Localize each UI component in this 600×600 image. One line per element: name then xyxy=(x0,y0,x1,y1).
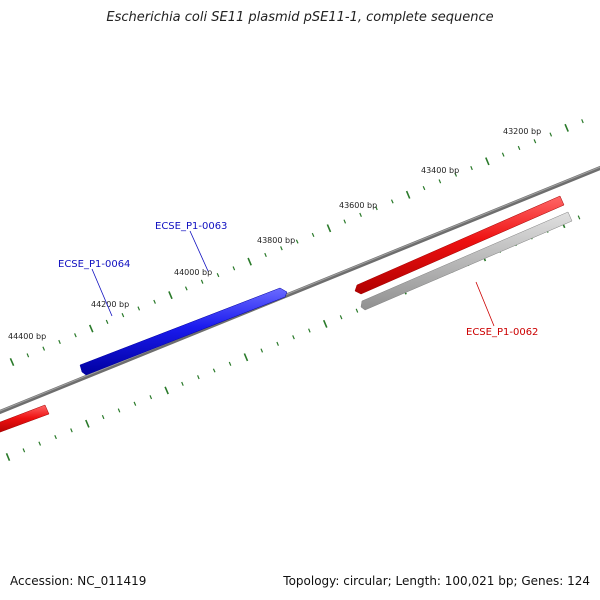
outer-minor-tick xyxy=(375,206,378,211)
inner-minor-tick xyxy=(70,428,73,433)
inner-minor-tick xyxy=(292,335,295,340)
outer-minor-tick xyxy=(42,346,46,351)
inner-minor-tick xyxy=(276,341,279,346)
inner-major-tick xyxy=(243,353,249,362)
gene-label-0062: ECSE_P1-0062 xyxy=(466,327,538,338)
outer-minor-tick xyxy=(422,185,426,191)
outer-minor-tick xyxy=(438,179,442,184)
outer-major-tick xyxy=(564,123,569,132)
inner-minor-tick xyxy=(577,215,581,220)
tick-label-44000: 44000 bp xyxy=(174,268,212,277)
outer-minor-tick xyxy=(216,272,220,278)
plasmid-backbone-highlight xyxy=(0,166,600,412)
outer-major-tick xyxy=(9,357,15,367)
outer-minor-tick xyxy=(74,333,77,338)
tick-label-43200: 43200 bp xyxy=(503,127,541,136)
tick-label-43800: 43800 bp xyxy=(257,236,295,245)
leader-line-0063 xyxy=(189,230,209,272)
leader-line-0064 xyxy=(91,268,113,317)
plasmid-backbone xyxy=(0,165,600,415)
outer-minor-tick xyxy=(454,172,458,177)
inner-minor-tick xyxy=(117,408,121,413)
outer-minor-tick xyxy=(58,339,61,345)
inner-minor-tick xyxy=(355,308,359,313)
gene-ECSE_P1-0062[interactable] xyxy=(354,195,573,311)
outer-minor-tick xyxy=(105,319,109,324)
inner-major-tick xyxy=(322,319,328,328)
outer-minor-tick xyxy=(533,139,537,144)
outer-minor-tick xyxy=(311,232,315,237)
tick-label-44400: 44400 bp xyxy=(8,332,46,341)
outer-minor-tick xyxy=(280,246,283,251)
outer-major-tick xyxy=(485,157,490,166)
outer-minor-tick xyxy=(549,132,553,137)
outer-minor-tick xyxy=(501,152,505,157)
outer-minor-tick xyxy=(153,299,156,304)
outer-minor-tick xyxy=(232,266,236,271)
accession-text: Accession: NC_011419 xyxy=(10,574,147,588)
outer-minor-tick xyxy=(581,119,584,124)
inner-major-tick xyxy=(164,386,169,395)
inner-minor-tick xyxy=(212,368,216,373)
outer-major-tick xyxy=(326,224,332,233)
inner-minor-tick xyxy=(101,414,105,420)
inner-major-tick xyxy=(85,419,90,428)
inner-minor-tick xyxy=(260,348,264,353)
inner-minor-tick xyxy=(149,395,153,400)
outer-minor-tick xyxy=(359,212,362,217)
leader-line-0062 xyxy=(475,281,495,327)
outer-major-tick xyxy=(247,257,252,266)
map-title: Escherichia coli SE11 plasmid pSE11-1, c… xyxy=(106,10,494,25)
inner-minor-tick xyxy=(197,375,200,380)
outer-minor-tick xyxy=(470,165,473,171)
gene-ECSE_P1-0063[interactable] xyxy=(79,287,288,376)
outer-minor-tick xyxy=(390,199,394,204)
inner-minor-tick xyxy=(228,361,232,366)
outer-minor-tick xyxy=(295,239,299,244)
tick-label-44200: 44200 bp xyxy=(91,300,129,309)
inner-minor-tick xyxy=(339,315,343,320)
inner-minor-tick xyxy=(38,441,42,446)
inner-major-tick xyxy=(5,452,11,462)
inner-minor-tick xyxy=(54,434,57,440)
tick-label-43600: 43600 bp xyxy=(339,201,377,210)
outer-minor-tick xyxy=(200,279,204,284)
outer-major-tick xyxy=(88,324,94,333)
inner-minor-tick xyxy=(22,448,26,453)
gene-label-0063: ECSE_P1-0063 xyxy=(155,221,227,232)
outer-minor-tick xyxy=(121,313,125,318)
outer-minor-tick xyxy=(26,353,30,358)
gene-label-0064: ECSE_P1-0064 xyxy=(58,259,130,270)
outer-major-tick xyxy=(168,291,173,300)
inner-minor-tick xyxy=(181,381,184,386)
outer-minor-tick xyxy=(517,145,521,151)
outer-minor-tick xyxy=(343,219,347,224)
outer-minor-tick xyxy=(137,306,141,311)
outer-minor-tick xyxy=(184,286,188,291)
tick-label-43400: 43400 bp xyxy=(421,166,459,175)
outer-major-tick xyxy=(405,190,411,199)
topology-summary: Topology: circular; Length: 100,021 bp; … xyxy=(283,574,590,588)
outer-minor-tick xyxy=(264,252,267,258)
gene-partial-left[interactable] xyxy=(0,404,50,434)
outer-tick-marks xyxy=(9,119,584,367)
inner-minor-tick xyxy=(308,328,311,333)
inner-minor-tick xyxy=(133,401,137,406)
